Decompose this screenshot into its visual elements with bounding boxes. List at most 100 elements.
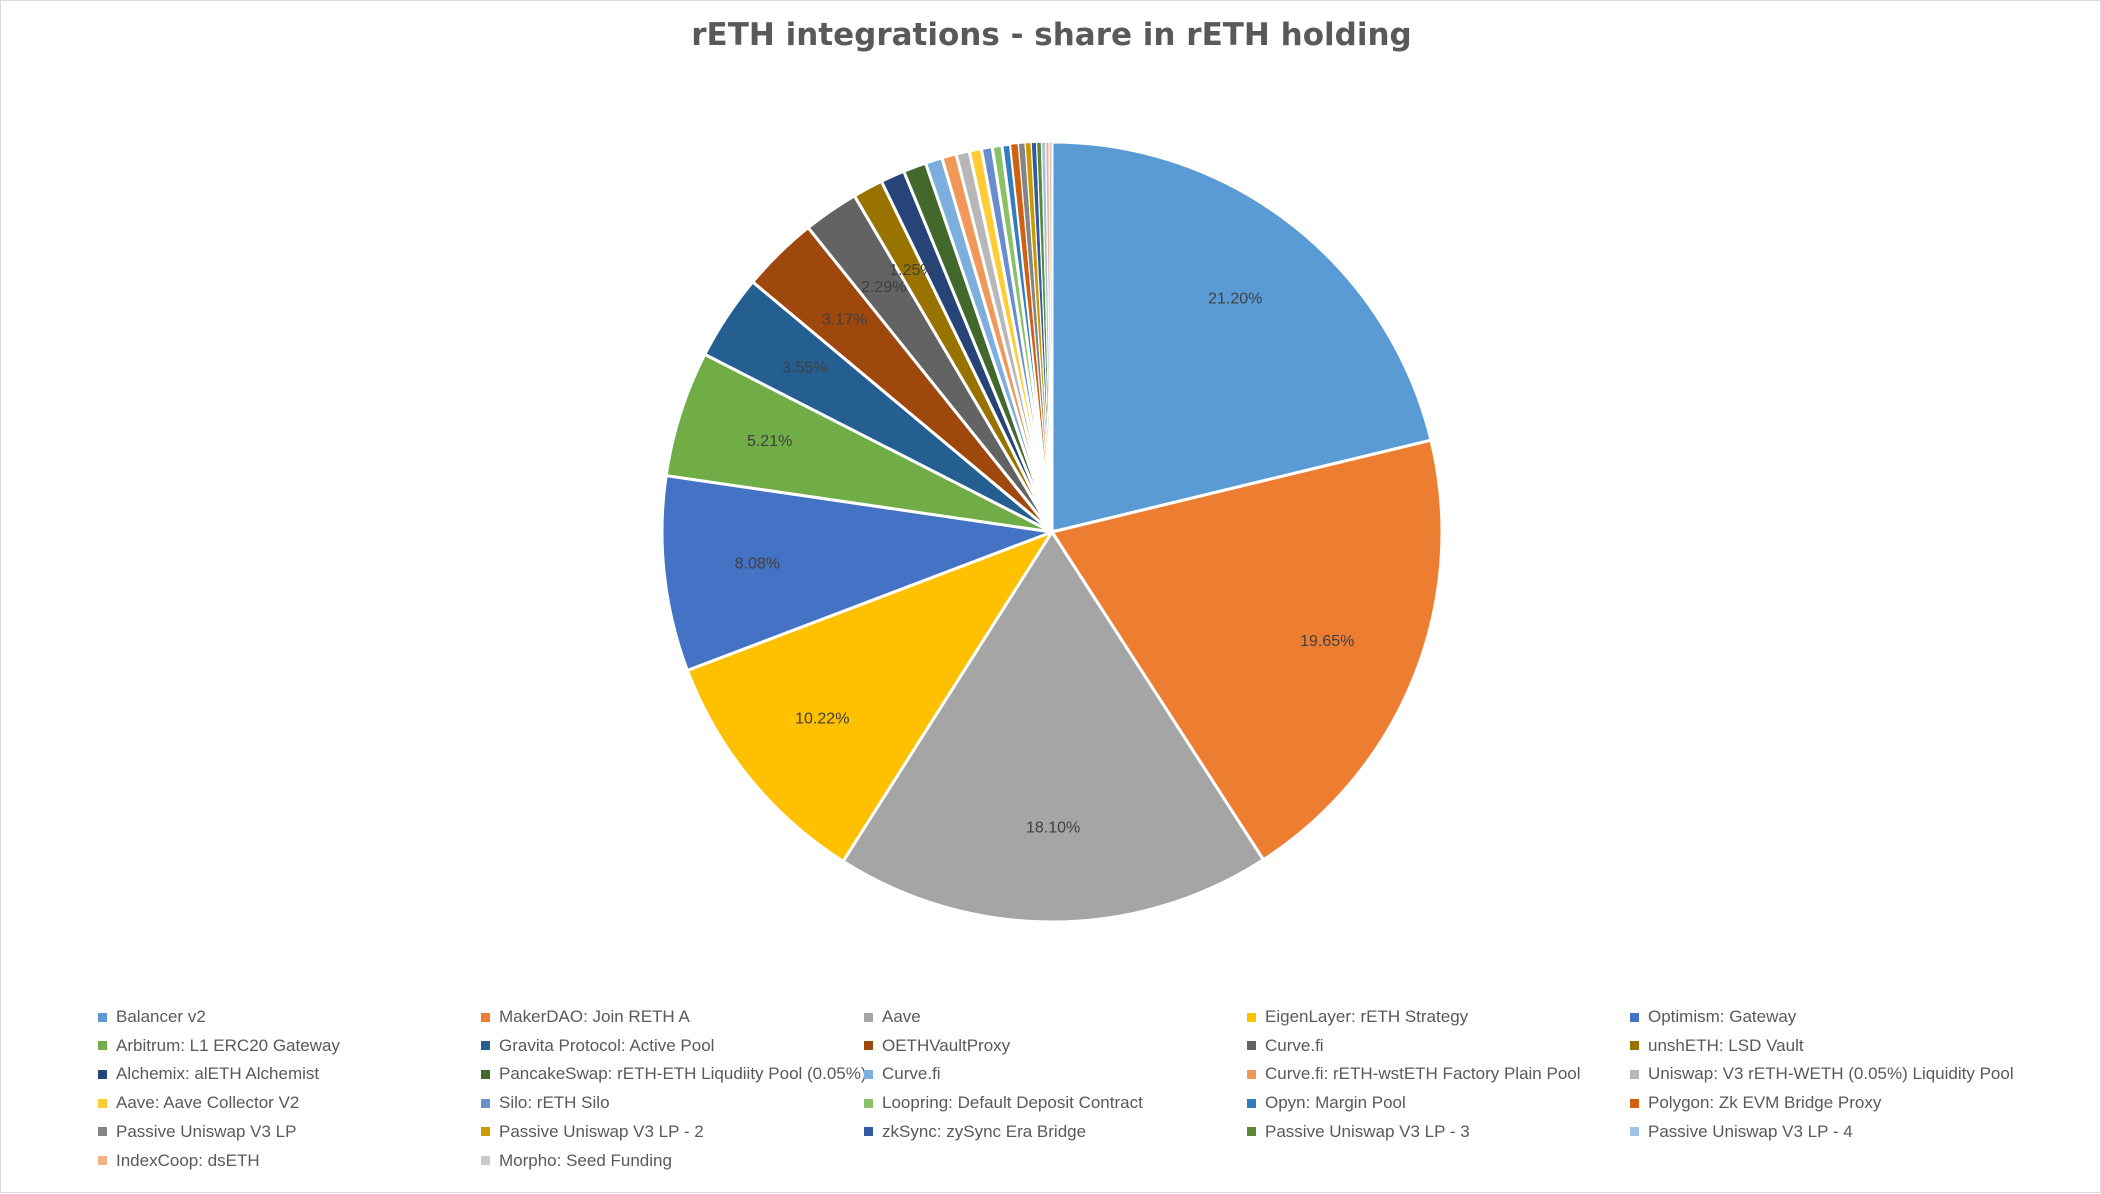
- legend-label: Passive Uniswap V3 LP: [116, 1121, 297, 1141]
- legend-item: IndexCoop: dsETH: [98, 1150, 260, 1172]
- legend-swatch: [481, 1012, 490, 1022]
- legend-swatch: [864, 1127, 873, 1137]
- legend-item: Silo: rETH Silo: [481, 1092, 610, 1114]
- pie-data-label: 19.65%: [1300, 633, 1354, 650]
- legend-swatch: [1630, 1069, 1639, 1079]
- legend-swatch: [1247, 1041, 1256, 1051]
- legend-label: Loopring: Default Deposit Contract: [882, 1093, 1143, 1113]
- pie-slice: [685, 528, 1056, 864]
- legend-label: Passive Uniswap V3 LP - 4: [1648, 1121, 1853, 1141]
- legend-swatch: [98, 1041, 107, 1051]
- legend-swatch: [481, 1127, 490, 1137]
- legend-swatch: [98, 1098, 107, 1108]
- pie-data-label: 5.21%: [747, 433, 792, 450]
- legend-label: Silo: rETH Silo: [499, 1093, 610, 1113]
- legend-swatch: [1630, 1012, 1639, 1022]
- legend-item: Uniswap: V3 rETH-WETH (0.05%) Liquidity …: [1630, 1063, 2014, 1085]
- legend-item: zkSync: zySync Era Bridge: [864, 1121, 1086, 1143]
- legend-item: Curve.fi: rETH-wstETH Factory Plain Pool: [1247, 1063, 1581, 1085]
- legend-label: Uniswap: V3 rETH-WETH (0.05%) Liquidity …: [1648, 1064, 2014, 1084]
- pie-data-label: 3.17%: [822, 311, 867, 328]
- legend-label: Passive Uniswap V3 LP - 2: [499, 1121, 704, 1141]
- legend-label: Curve.fi: [882, 1064, 941, 1084]
- pie-data-label: 1.25%: [889, 262, 934, 279]
- legend-label: Aave: Aave Collector V2: [116, 1093, 300, 1113]
- legend-label: Gravita Protocol: Active Pool: [499, 1035, 715, 1055]
- legend-item: Curve.fi: [864, 1063, 941, 1085]
- legend-swatch: [98, 1069, 107, 1079]
- legend-item: Arbitrum: L1 ERC20 Gateway: [98, 1035, 340, 1057]
- legend-item: Passive Uniswap V3 LP - 4: [1630, 1121, 1853, 1143]
- legend-item: Curve.fi: [1247, 1035, 1324, 1057]
- legend-label: Balancer v2: [116, 1007, 206, 1026]
- legend-label: Alchemix: alETH Alchemist: [116, 1064, 320, 1084]
- legend-swatch: [481, 1098, 490, 1108]
- pie-data-label: 10.22%: [795, 711, 849, 728]
- pie-data-label: 8.08%: [735, 555, 780, 572]
- pie-slices: [660, 140, 1444, 924]
- legend-label: Polygon: Zk EVM Bridge Proxy: [1648, 1093, 1882, 1113]
- legend-label: OETHVaultProxy: [882, 1035, 1011, 1055]
- legend-label: EigenLayer: rETH Strategy: [1265, 1007, 1469, 1026]
- legend-swatch: [864, 1041, 873, 1051]
- pie-data-label: 21.20%: [1208, 290, 1262, 307]
- legend-swatch: [864, 1012, 873, 1022]
- legend-label: zkSync: zySync Era Bridge: [882, 1121, 1087, 1141]
- legend-swatch: [1630, 1098, 1639, 1108]
- pie-slice: [1048, 141, 1053, 533]
- legend-item: EigenLayer: rETH Strategy: [1247, 1006, 1468, 1028]
- pie-slice: [660, 473, 1058, 673]
- legend-label: Aave: [882, 1007, 921, 1026]
- legend-item: Passive Uniswap V3 LP - 2: [481, 1121, 704, 1143]
- legend-swatch: [864, 1069, 873, 1079]
- legend-swatch: [1247, 1069, 1256, 1079]
- legend-label: Optimism: Gateway: [1648, 1007, 1797, 1026]
- pie-data-label: 18.10%: [1026, 820, 1080, 837]
- legend-label: IndexCoop: dsETH: [116, 1150, 260, 1170]
- chart-title: rETH integrations - share in rETH holdin…: [691, 17, 1412, 53]
- pie-slice: [1050, 140, 1433, 534]
- legend-label: Opyn: Margin Pool: [1265, 1093, 1406, 1113]
- legend-item: Balancer v2: [98, 1006, 206, 1028]
- legend-label: unshETH: LSD Vault: [1648, 1035, 1804, 1055]
- legend-item: Passive Uniswap V3 LP: [98, 1121, 296, 1143]
- legend-item: Polygon: Zk EVM Bridge Proxy: [1630, 1092, 1881, 1114]
- legend-swatch: [98, 1156, 107, 1165]
- legend-swatch: [1247, 1012, 1256, 1022]
- legend-item: Morpho: Seed Funding: [481, 1150, 672, 1172]
- legend-item: Alchemix: alETH Alchemist: [98, 1063, 319, 1085]
- legend-swatch: [864, 1098, 873, 1108]
- legend-item: MakerDAO: Join RETH A: [481, 1006, 690, 1028]
- legend-label: Morpho: Seed Funding: [499, 1150, 672, 1170]
- legend-item: OETHVaultProxy: [864, 1035, 1010, 1057]
- legend-item: Passive Uniswap V3 LP - 3: [1247, 1121, 1470, 1143]
- legend-swatch: [481, 1041, 490, 1051]
- legend-label: Curve.fi: rETH-wstETH Factory Plain Pool: [1265, 1064, 1581, 1084]
- pie-slice: [841, 529, 1266, 924]
- legend-item: Opyn: Margin Pool: [1247, 1092, 1406, 1114]
- legend-label: Arbitrum: L1 ERC20 Gateway: [116, 1035, 340, 1055]
- legend-item: unshETH: LSD Vault: [1630, 1035, 1804, 1057]
- legend-label: Curve.fi: [1265, 1035, 1324, 1055]
- legend-item: Aave: [864, 1006, 921, 1028]
- legend-swatch: [98, 1127, 107, 1137]
- pie-data-label: 2.29%: [861, 279, 906, 296]
- pie-data-label: 3.55%: [782, 360, 827, 377]
- legend-swatch: [1247, 1127, 1256, 1137]
- legend-swatch: [1630, 1127, 1639, 1137]
- legend-item: Gravita Protocol: Active Pool: [481, 1035, 714, 1057]
- legend-item: PancakeSwap: rETH-ETH Liqudiity Pool (0.…: [481, 1063, 867, 1085]
- legend-label: MakerDAO: Join RETH A: [499, 1007, 690, 1026]
- legend-label: PancakeSwap: rETH-ETH Liqudiity Pool (0.…: [499, 1064, 867, 1084]
- legend-item: Optimism: Gateway: [1630, 1006, 1796, 1028]
- legend-swatch: [481, 1156, 490, 1165]
- legend-item: Aave: Aave Collector V2: [98, 1092, 299, 1114]
- legend-swatch: [1630, 1041, 1639, 1051]
- pie-slice: [1049, 438, 1444, 862]
- legend-swatch: [481, 1069, 490, 1079]
- legend-swatch: [98, 1012, 107, 1022]
- legend-item: Loopring: Default Deposit Contract: [864, 1092, 1143, 1114]
- legend-swatch: [1247, 1098, 1256, 1108]
